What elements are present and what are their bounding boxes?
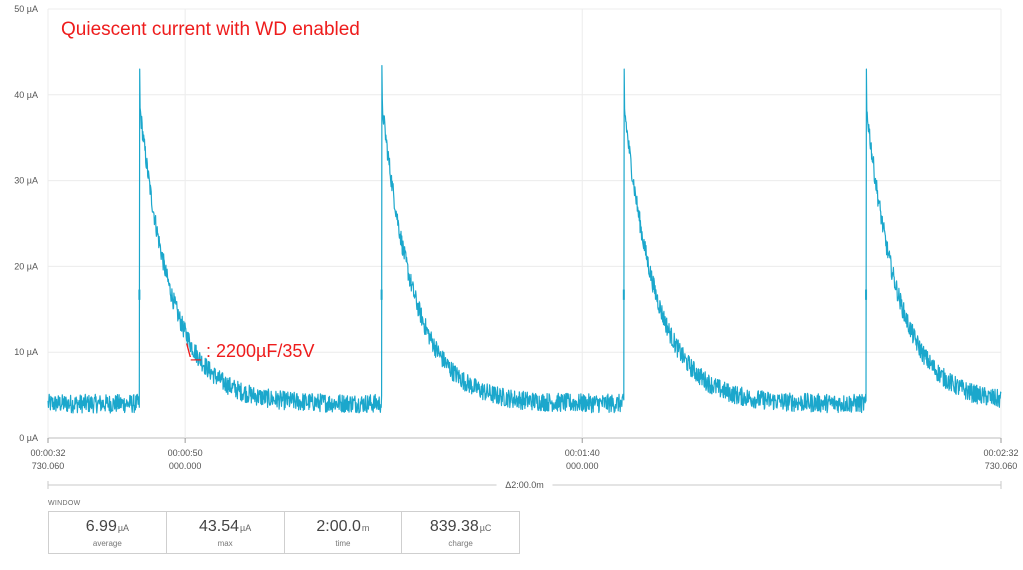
stat-average: 6.99µA average	[49, 512, 167, 553]
x-tick-sublabel: 730.060	[32, 461, 65, 471]
y-tick-label: 20 µA	[14, 261, 38, 271]
stat-max-unit: µA	[240, 523, 252, 533]
y-tick-label: 50 µA	[14, 4, 38, 14]
x-tick-label: 00:00:50	[168, 448, 203, 458]
stat-average-unit: µA	[117, 523, 130, 533]
window-stats: 6.99µA average 43.54µA max 2:00.0m time …	[48, 511, 520, 554]
current-series-line	[47, 65, 1002, 414]
window-panel: WINDOW 6.99µA average 43.54µA max 2:00.0…	[48, 500, 520, 554]
y-tick-label: 40 µA	[14, 90, 38, 100]
stat-charge-label: charge	[448, 539, 473, 548]
stat-time-value: 2:00.0	[316, 518, 361, 535]
y-tick-label: 0 µA	[19, 433, 38, 443]
stat-max: 43.54µA max	[167, 512, 285, 553]
current-chart: 0 µA 10 µA 20 µA 30 µA 40 µA 50 µA 00:00:32 730…	[14, 4, 1019, 491]
stat-max-label: max	[217, 539, 233, 548]
window-label: WINDOW	[48, 500, 81, 507]
stat-charge-value: 839.38	[429, 518, 479, 535]
x-tick-sublabel: 000.000	[169, 461, 202, 471]
x-tick-sublabel: 730.060	[985, 461, 1018, 471]
window-span-label: Δ2:00.0m	[505, 480, 544, 490]
window-span-bg	[496, 479, 553, 491]
x-tick-label: 00:00:32	[30, 448, 65, 458]
stat-time-label: time	[335, 539, 351, 548]
stat-charge: 839.38µC charge	[402, 512, 519, 553]
y-tick-label: 10 µA	[14, 347, 38, 357]
x-tick-sublabel: 000.000	[566, 461, 599, 471]
x-tick-label: 00:02:32	[983, 448, 1018, 458]
stat-max-value: 43.54	[199, 518, 240, 535]
stat-average-value: 6.99	[85, 518, 117, 535]
stat-charge-unit: µC	[479, 523, 492, 533]
capacitor-annotation: \_ : 2200µF/35V	[186, 341, 315, 361]
stat-time: 2:00.0m time	[285, 512, 403, 553]
stat-time-unit: m	[361, 523, 370, 533]
chart-title: Quiescent current with WD enabled	[61, 19, 360, 40]
y-tick-label: 30 µA	[14, 176, 38, 186]
stat-average-label: average	[92, 539, 122, 548]
x-tick-label: 00:01:40	[565, 448, 600, 458]
